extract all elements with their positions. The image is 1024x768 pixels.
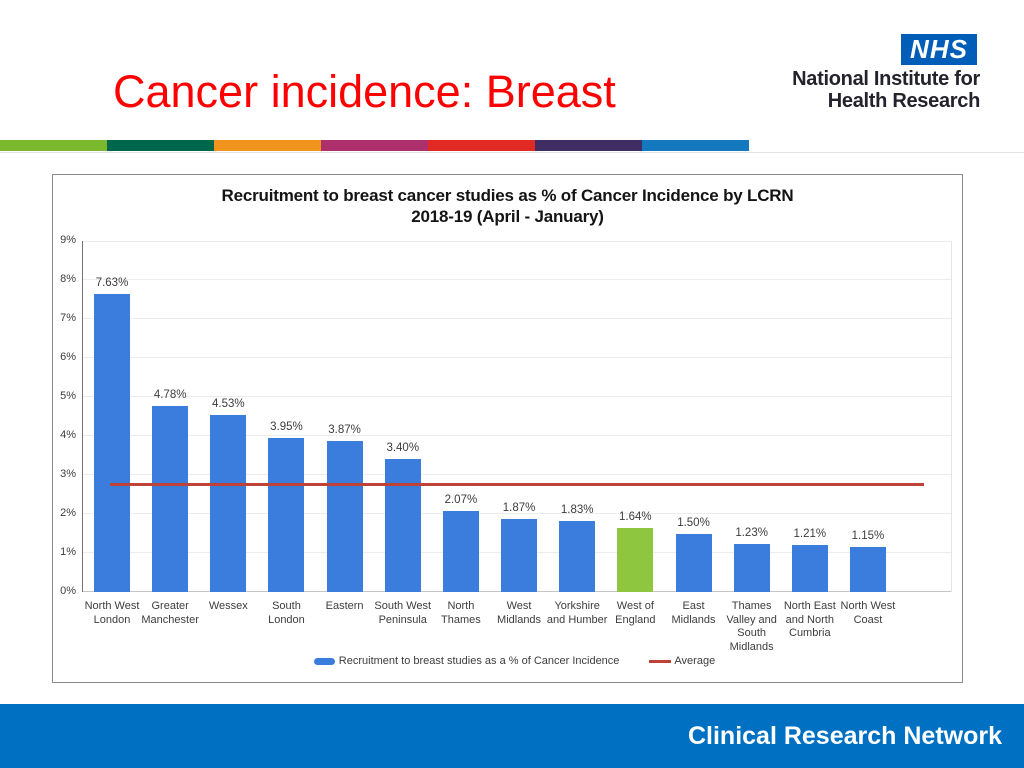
category-label: East Midlands <box>671 600 716 626</box>
footer-bar: Clinical Research Network <box>0 704 1024 768</box>
gridline-5 <box>82 396 952 397</box>
category-label: Thames Valley and South Midlands <box>726 600 777 653</box>
value-label: 3.40% <box>386 442 420 455</box>
chart-title-line1: Recruitment to breast cancer studies as … <box>221 186 794 205</box>
stripe-segment-3 <box>321 140 428 151</box>
value-label: 1.87% <box>502 502 536 515</box>
stripe-segment-1 <box>107 140 214 151</box>
y-tick-label: 4% <box>60 429 76 441</box>
stripe-segment-0 <box>0 140 107 151</box>
nihr-logo-line2: Health Research <box>827 89 981 112</box>
bar-1 <box>152 405 189 592</box>
category-label: North Thames <box>441 600 481 626</box>
gridline-8 <box>82 279 952 280</box>
nhs-logo: NHS <box>901 34 977 65</box>
category-label: Greater Manchester <box>141 600 199 626</box>
bar-7 <box>501 519 538 592</box>
value-label: 1.15% <box>851 530 885 543</box>
stripe-segment-2 <box>214 140 321 151</box>
bar-0 <box>94 294 130 592</box>
stripe-segment-4 <box>428 140 535 151</box>
value-label: 3.95% <box>270 420 303 433</box>
gridline-2 <box>82 513 952 514</box>
chart-panel: Recruitment to breast cancer studies as … <box>52 174 963 683</box>
category-label: South West Peninsula <box>374 600 432 626</box>
average-line <box>110 482 924 486</box>
value-label: 2.07% <box>444 494 478 507</box>
footer-label: Clinical Research Network <box>687 722 1002 750</box>
gridline-4 <box>82 435 952 436</box>
value-label: 1.64% <box>619 511 652 524</box>
y-axis-line <box>82 241 83 592</box>
y-tick-label: 7% <box>60 312 76 324</box>
value-label: 3.87% <box>328 424 361 437</box>
y-tick-label: 6% <box>60 351 76 363</box>
bar-2 <box>210 415 247 592</box>
category-label: West of England <box>615 600 656 626</box>
bar-6 <box>442 511 479 592</box>
stripe-segment-6 <box>642 140 749 151</box>
chart-title-line2: 2018-19 (April - January) <box>411 207 604 226</box>
value-label: 4.78% <box>153 388 187 401</box>
bar-11 <box>733 544 770 592</box>
bar-12 <box>791 544 828 592</box>
y-tick-label: 0% <box>60 585 76 597</box>
gridline-9 <box>82 241 952 242</box>
category-label: Eastern <box>325 600 364 612</box>
category-label: North West Coast <box>840 600 896 626</box>
stripe-underline <box>0 152 1024 153</box>
plot-area: 0% 1% 2% 3% 4% 5% 6% 7% 8% 9% 7.63% North West Lond… <box>60 234 952 653</box>
bar-4 <box>326 441 363 592</box>
nihr-logo-text: National Institute for Health Research <box>792 68 981 112</box>
chart-legend: Recruitment to breast studies as a % of … <box>67 655 962 667</box>
value-label: 4.53% <box>211 398 245 411</box>
category-label: West Midlands <box>497 600 542 626</box>
category-label: North East and North Cumbria <box>783 600 836 639</box>
category-label: North West London <box>84 600 140 626</box>
gridline-7 <box>82 318 952 319</box>
legend-series-label: Recruitment to breast studies as a % of … <box>338 655 620 667</box>
y-tick-label: 5% <box>60 390 76 402</box>
category-label: South London <box>268 600 305 626</box>
gridline-6 <box>82 357 952 358</box>
value-label: 7.63% <box>95 277 129 290</box>
page-title: Cancer incidence: Breast <box>113 66 616 117</box>
y-tick-label: 2% <box>60 507 76 519</box>
gridline-3 <box>82 474 952 475</box>
bar-5 <box>384 459 421 592</box>
category-label: Wessex <box>208 600 248 612</box>
value-label: 1.21% <box>793 527 827 540</box>
bar-13 <box>849 547 886 592</box>
value-label: 1.50% <box>677 516 710 529</box>
stripe-segment-5 <box>535 140 642 151</box>
bar-10 <box>675 533 712 592</box>
brand-stripe <box>0 140 749 151</box>
y-tick-label: 8% <box>60 273 76 285</box>
legend-average-swatch <box>649 659 672 663</box>
value-label: 1.23% <box>735 527 768 540</box>
bar-8 <box>559 520 596 592</box>
y-tick-label: 9% <box>60 234 76 246</box>
value-label: 1.83% <box>560 503 594 516</box>
plot-right-border <box>951 241 952 592</box>
legend-bar-swatch <box>313 657 335 665</box>
y-tick-label: 3% <box>60 468 76 480</box>
chart-title: Recruitment to breast cancer studies as … <box>53 185 962 227</box>
legend-average-label: Average <box>674 655 716 667</box>
y-tick-label: 1% <box>60 546 76 558</box>
nihr-logo-line1: National Institute for <box>792 68 980 90</box>
bar-3 <box>268 437 305 592</box>
category-label: Yorkshire and Humber <box>546 600 608 626</box>
nhs-logo-text: NHS <box>910 34 968 64</box>
bar-9 <box>617 528 654 592</box>
